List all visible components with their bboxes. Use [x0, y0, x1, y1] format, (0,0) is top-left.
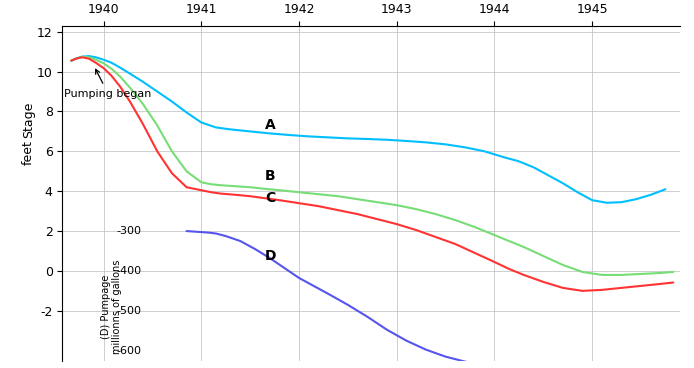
- Text: -500: -500: [116, 306, 141, 316]
- Text: Pumping began: Pumping began: [65, 69, 152, 99]
- Text: A: A: [265, 118, 276, 132]
- Text: Stage: Stage: [22, 101, 35, 138]
- Text: -400: -400: [116, 266, 142, 276]
- Text: C: C: [265, 191, 275, 205]
- Text: -600: -600: [116, 346, 141, 356]
- Text: feet: feet: [22, 141, 35, 166]
- Text: B: B: [265, 169, 276, 183]
- Text: -300: -300: [116, 226, 141, 236]
- Text: D: D: [265, 249, 276, 263]
- Text: (D) Pumpage
millionns of gallons: (D) Pumpage millionns of gallons: [101, 260, 122, 354]
